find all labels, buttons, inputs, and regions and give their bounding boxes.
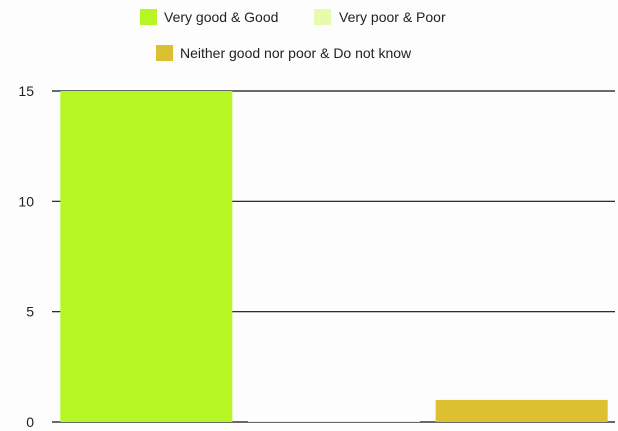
legend-swatch-neither-dont-know: [156, 45, 173, 61]
bar-series-1-cat-1: [248, 420, 420, 422]
bars: [60, 91, 608, 422]
y-tick-label-0: 0: [26, 414, 34, 430]
legend-swatch-very-poor-poor: [314, 9, 331, 25]
bar-series-2-cat-2: [435, 399, 608, 422]
bar-series-0-cat-0: [60, 91, 233, 422]
y-tick-label-5: 5: [26, 304, 34, 320]
legend-label-very-poor-poor: Very poor & Poor: [339, 9, 446, 25]
legend-label-very-good-good: Very good & Good: [164, 9, 278, 25]
y-axis-ticks: 0 5 10 15: [18, 83, 34, 430]
y-tick-label-15: 15: [18, 83, 34, 99]
legend-label-neither-dont-know: Neither good nor poor & Do not know: [180, 45, 412, 61]
legend-swatch-very-good-good: [140, 9, 157, 25]
y-tick-label-10: 10: [18, 193, 34, 209]
legend: Very good & Good Very poor & Poor Neithe…: [140, 9, 446, 61]
